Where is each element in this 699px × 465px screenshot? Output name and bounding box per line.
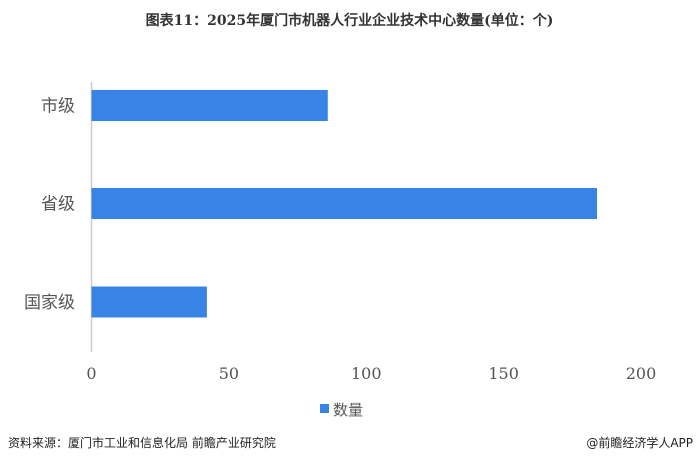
bar-省级 [91,188,598,219]
bar-国家级 [91,286,207,318]
x-tick-label: 50 [219,364,239,383]
brand-label: @前瞻经济学人APP [586,436,693,450]
chart-title: 图表11：2025年厦门市机器人行业企业技术中心数量(单位：个) [145,13,554,29]
legend-label: 数量 [333,401,363,419]
source-note: 资料来源：厦门市工业和信息化局 前瞻产业研究院 [8,436,276,450]
x-tick-label: 150 [488,364,519,383]
category-label: 国家级 [24,293,75,313]
x-tick-label: 0 [86,364,96,383]
category-label: 市级 [41,97,75,117]
category-label: 省级 [41,195,75,215]
x-tick-label: 200 [626,364,657,383]
legend-swatch [320,404,329,413]
x-tick-label: 100 [351,364,382,383]
bar-市级 [91,90,328,121]
